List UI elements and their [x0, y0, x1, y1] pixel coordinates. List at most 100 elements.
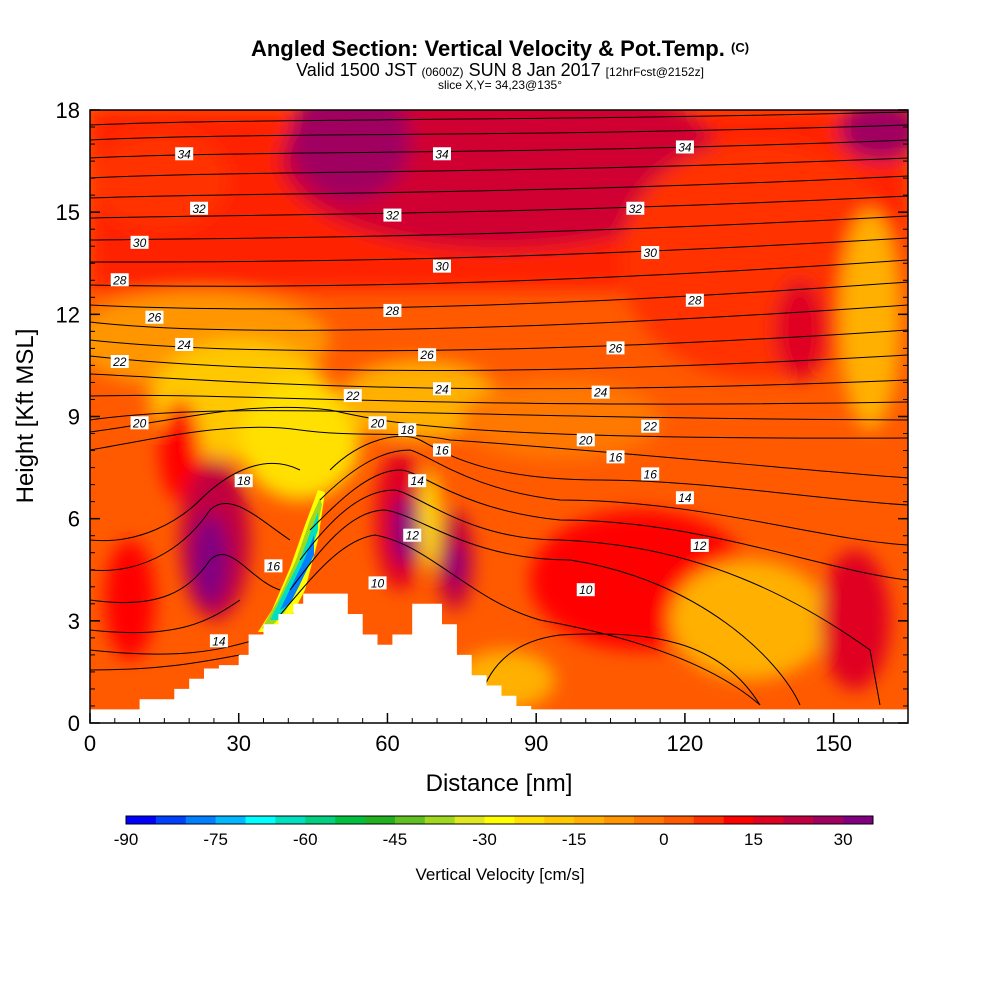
- isentrope-label-bg: [606, 341, 625, 355]
- isentrope-label: 12: [690, 538, 709, 553]
- isentrope-label-text: 20: [370, 416, 385, 430]
- isentrope-label-text: 16: [435, 444, 449, 458]
- x-tick-label: 150: [815, 731, 852, 756]
- y-tick-label: 6: [68, 507, 80, 532]
- isentrope-label-bg: [432, 382, 451, 396]
- isentrope-label-text: 30: [644, 246, 658, 260]
- isentrope-label-bg: [368, 576, 387, 590]
- isentrope-label-text: 22: [112, 355, 127, 369]
- isentrope-label-bg: [675, 491, 694, 505]
- colorbar-tick-label: -90: [114, 830, 139, 849]
- colorbar-swatch: [215, 816, 246, 824]
- isentrope-label-bg: [606, 450, 625, 464]
- isentrope-label-bg: [675, 140, 694, 154]
- isentrope-label-text: 32: [192, 202, 206, 216]
- isentrope-label: 22: [110, 355, 129, 369]
- isentrope-label: 16: [264, 559, 283, 573]
- isentrope-label-text: 14: [212, 634, 226, 648]
- isentrope-labels: 34 34 34 32 32 32 30 30 30 28 28 28 26 26 26 24 24 24 22 22…: [110, 140, 709, 648]
- isentrope-label-text: 26: [608, 341, 623, 355]
- chart-title-main: Angled Section: Vertical Velocity & Pot.…: [250, 36, 725, 61]
- isentrope-label-bg: [576, 583, 595, 597]
- isentrope-label-bg: [403, 528, 422, 542]
- y-tick-label: 9: [68, 405, 80, 430]
- forecast-info: [12hrFcst@2152z]: [605, 65, 704, 79]
- isentrope-label-bg: [685, 293, 704, 307]
- isentrope-label: 12: [403, 528, 422, 543]
- colorbar-swatch: [633, 816, 665, 824]
- isentrope-label-bg: [368, 416, 387, 430]
- isentrope-label-bg: [432, 147, 451, 161]
- isentrope-label-bg: [432, 443, 451, 457]
- isentrope-label: 30: [130, 235, 149, 250]
- isentrope-label-text: 20: [132, 416, 147, 430]
- isentrope-label-text: 26: [147, 311, 162, 325]
- colorbar-swatch: [394, 816, 426, 824]
- colorbar-swatch: [454, 816, 485, 824]
- isentrope-label: 22: [343, 389, 362, 403]
- colorbar-swatch: [693, 816, 724, 824]
- colorbar-swatch: [424, 816, 455, 824]
- isentrope-label-bg: [209, 634, 228, 648]
- colorbar-swatch: [544, 816, 575, 824]
- colorbar-swatch: [245, 816, 276, 824]
- isentrope-label-bg: [190, 201, 209, 215]
- isentrope-label-text: 10: [371, 576, 385, 590]
- isentrope-label: 22: [641, 419, 660, 434]
- x-axis-title: Distance [nm]: [426, 770, 573, 797]
- colorbar-tick-label: 15: [744, 830, 763, 849]
- isentrope-label: 16: [606, 450, 625, 464]
- isentrope-label-text: 32: [386, 209, 400, 223]
- isentrope-label: 14: [675, 491, 694, 505]
- chart-title: Angled Section: Vertical Velocity & Pot.…: [0, 36, 1000, 62]
- terrain-mask: [90, 593, 908, 723]
- isentrope-label-bg: [591, 385, 610, 399]
- colorbar-swatch: [843, 816, 874, 824]
- colorbar-swatch: [813, 816, 844, 824]
- isentrope-label-text: 18: [237, 474, 251, 488]
- colorbar-swatch: [514, 816, 545, 824]
- isentrope-label-text: 16: [267, 559, 281, 573]
- colorbar-swatch: [126, 816, 157, 824]
- colorbar-tick-label: -30: [472, 830, 497, 849]
- isentrope-label-text: 28: [385, 304, 400, 318]
- isentrope-label: 18: [234, 474, 253, 488]
- colorbar-swatch: [305, 816, 336, 824]
- colorbar-swatch: [484, 816, 515, 824]
- colorbar-frame: [125, 815, 874, 825]
- y-axis-title: Height [Kft MSL]: [12, 329, 39, 504]
- isentrope-label-text: 30: [435, 260, 449, 274]
- isentrope-label-bg: [130, 235, 149, 249]
- isentrope-label-text: 20: [578, 433, 593, 447]
- isentrope-label: 26: [418, 348, 437, 362]
- colorbar-swatch: [155, 816, 187, 824]
- isentrope-label-text: 26: [419, 348, 434, 362]
- isentrope-label-text: 10: [579, 583, 593, 597]
- isentrope-label: 24: [175, 337, 194, 352]
- isentrope-label: 14: [408, 474, 427, 488]
- isentrope-label: 16: [432, 443, 451, 458]
- isentrope-label: 28: [110, 273, 129, 287]
- isentrope-label: 34: [432, 147, 451, 161]
- plot-area: [90, 110, 908, 723]
- valid-time: Valid 1500 JST: [296, 60, 417, 80]
- chart-subtitle: Valid 1500 JST (0600Z) SUN 8 Jan 2017 [1…: [0, 60, 1000, 81]
- isentrope-label-bg: [383, 208, 402, 222]
- isentrope-label-text: 16: [644, 467, 658, 481]
- downdraft-band-mid: [262, 498, 322, 630]
- isentrope-label: 20: [576, 433, 595, 447]
- isentrope-label-bg: [432, 259, 451, 273]
- colorbar-tick-label: -60: [293, 830, 318, 849]
- y-tick-label: 15: [56, 200, 80, 225]
- isentrope-label-bg: [398, 423, 417, 437]
- isentrope-label: 26: [606, 341, 625, 355]
- chart-title-unit: (C): [731, 40, 750, 55]
- slice-info: slice X,Y= 34,23@135°: [437, 78, 563, 92]
- x-tick-label: 60: [375, 731, 399, 756]
- isentrope-label-text: 34: [678, 140, 692, 154]
- colorbar-swatch: [663, 816, 695, 824]
- isentrope-label-text: 30: [133, 236, 147, 250]
- isentrope-label-bg: [110, 355, 129, 369]
- isentrope-label: 32: [626, 201, 645, 216]
- valid-utc: (0600Z): [421, 65, 464, 79]
